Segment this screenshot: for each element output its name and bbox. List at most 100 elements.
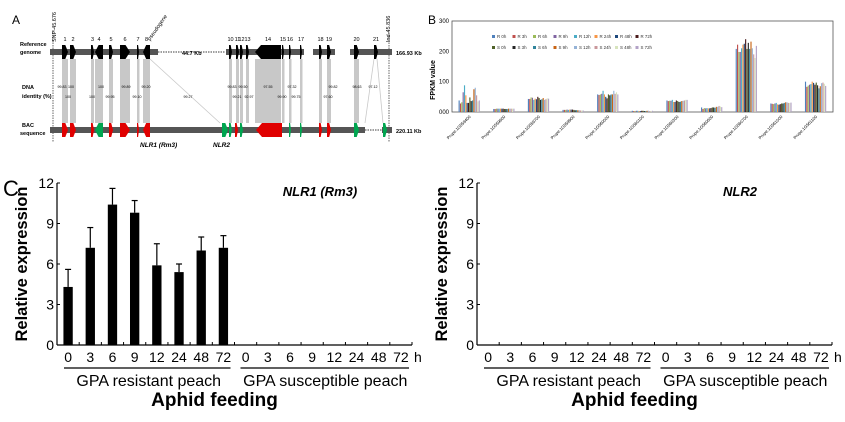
group-label: GPA susceptible peach [243, 373, 407, 390]
x-tick-label: 72 [813, 349, 829, 365]
panel-b-legend-swatch [492, 35, 495, 38]
panel-b-bar [647, 110, 650, 112]
panel-b-bar [686, 99, 688, 112]
panel-b-bar [538, 98, 540, 112]
reference-gene-13 [246, 45, 249, 59]
panel-b-yaxis: 000 100 200 300 [439, 19, 450, 116]
panel-a-gene-diagram: A Reference genome DNA identity (%) BAC … [12, 12, 422, 149]
panel-b-bar [577, 110, 579, 112]
bac-label-line1: BAC [22, 123, 34, 129]
panel-b-bar [571, 109, 574, 112]
panel-b-bar [675, 100, 677, 112]
identity-link [109, 59, 113, 123]
identity-value: 99.27 [184, 95, 193, 99]
panel-b-bar [607, 94, 610, 112]
panel-b-bar [545, 99, 547, 112]
panel-b-bar [772, 104, 775, 112]
panel-b-bar [703, 108, 705, 112]
identity-link [300, 59, 303, 123]
panel-b-bar [649, 111, 651, 112]
panel-b-bar [783, 102, 785, 112]
panel-b-bar [743, 43, 745, 112]
x-tick-label: 72 [216, 349, 232, 365]
gene-number: 5 [109, 37, 112, 43]
panel-b-bar [507, 108, 510, 112]
gene-number: 8 [145, 37, 148, 43]
panel-b-legend-swatch [533, 46, 536, 49]
bac-backbone [50, 127, 365, 133]
panel-c-label: C [3, 176, 19, 201]
panel-b-bar [741, 48, 743, 112]
bac-gene-11 [229, 123, 232, 137]
x-tick-label: 9 [728, 349, 736, 365]
panel-b-bar [563, 109, 565, 112]
x-tick-label: 48 [371, 349, 387, 365]
panel-b-legend-swatch [594, 46, 598, 49]
y-tick-label: 3 [46, 297, 54, 313]
panel-b-bar [812, 82, 815, 112]
gene-number: 20 [353, 37, 359, 43]
panel-b-bar [574, 110, 576, 112]
panel-b-bar [807, 85, 809, 112]
panel-b-bar [512, 108, 514, 112]
panel-b-bar [566, 109, 568, 112]
y-tick-label: 9 [466, 216, 474, 232]
x-tick-label: 48 [613, 349, 629, 365]
panel-b-legend-label: R 48h [620, 34, 632, 39]
x-tick-label: 6 [706, 349, 714, 365]
x-tick-label: 9 [551, 349, 559, 365]
panel-b-bar [493, 108, 495, 112]
panel-b-xtick: Prupe.1G560000 [584, 114, 611, 141]
panel-b-legend-swatch [594, 35, 598, 38]
reference-gene-17 [300, 45, 302, 59]
panel-b-legend-label: S 72h [641, 45, 653, 50]
panel-b-bar [601, 93, 603, 112]
gene-number: 12 [238, 37, 244, 43]
chart-title: NLR1 (Rm3) [283, 184, 357, 199]
expression-bar [107, 204, 118, 345]
panel-b-bar [602, 90, 604, 112]
panel-b-bar [642, 110, 644, 112]
x-tick-label: 0 [662, 349, 670, 365]
panel-b-bar [747, 42, 749, 113]
y-tick-label: 0 [46, 337, 54, 353]
reference-gene-8 [143, 45, 150, 59]
panel-b-bar [575, 110, 578, 112]
bac-gene-19 [327, 123, 331, 137]
panel-b-bar [611, 94, 614, 112]
panel-b-bar [635, 110, 637, 112]
panel-b-bar [667, 101, 669, 112]
panel-b-bar [498, 108, 500, 112]
panel-b-xtick: Prupe.1G559400 [446, 114, 473, 141]
panel-b-legend-label: S 6h [538, 45, 548, 50]
x-tick-label: 48 [193, 349, 209, 365]
panel-b-bar [474, 87, 476, 112]
expression-bar [63, 286, 73, 345]
panel-b-bar [707, 108, 709, 112]
identity-link [364, 58, 375, 124]
gene-number: 19 [326, 37, 332, 43]
x-tick-label: 24 [591, 349, 607, 365]
x-tick-label: 3 [684, 349, 692, 365]
reference-gene-15 [282, 45, 284, 59]
panel-b-bar [754, 58, 756, 112]
panel-b-bar [509, 108, 511, 112]
identity-label-line1: DNA [22, 85, 34, 91]
reference-gene-21 [374, 45, 378, 59]
panel-b-bar [597, 94, 599, 112]
panel-b-legend-label: R 72h [641, 34, 653, 39]
panel-b-bar [823, 83, 825, 112]
panel-b-bar [465, 95, 467, 112]
panel-b-bar [717, 106, 719, 112]
panel-b-bar [633, 111, 635, 112]
panel-b-bar [702, 108, 704, 112]
identity-value: 99.90 [278, 95, 287, 99]
group-label: GPA resistant peach [496, 373, 641, 390]
panel-b-bar [617, 94, 619, 112]
panel-b-bar [502, 108, 504, 112]
panel-b-bar [605, 96, 607, 112]
panel-b-bar [461, 102, 463, 112]
identity-value: 97.60 [324, 95, 333, 99]
panel-b-legend: R 0h R 3h R 6h R 9h R 12h R 24h R 48h R 72h S 0h… [492, 34, 653, 50]
